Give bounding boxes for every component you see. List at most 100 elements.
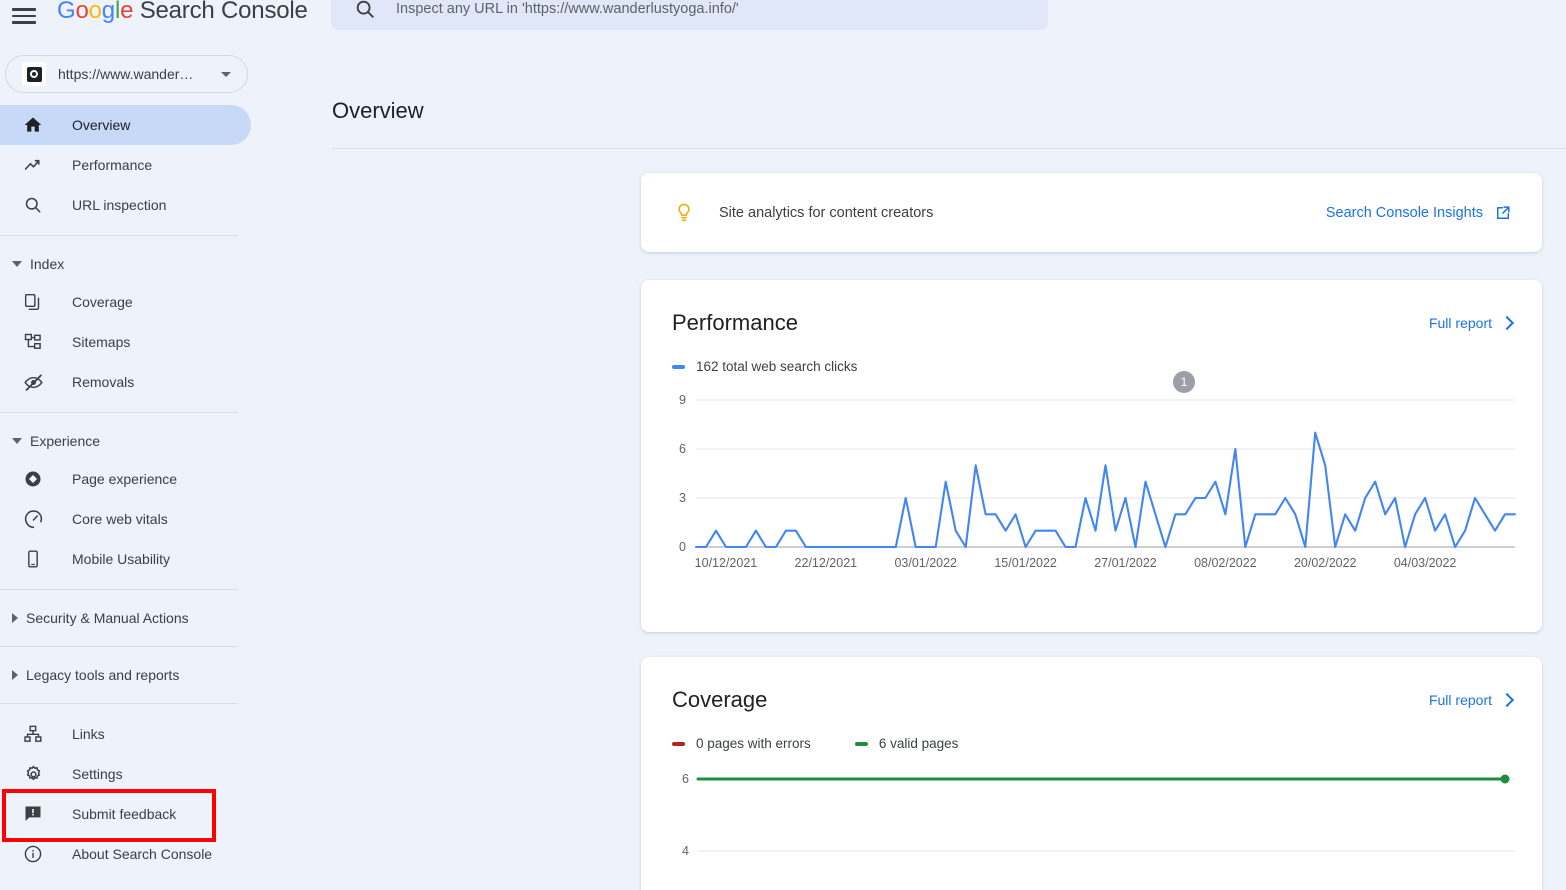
coverage-legend: 0 pages with errors 6 valid pages: [672, 736, 1512, 751]
chevron-right-icon: [12, 670, 18, 680]
performance-chart-svg: 9 6 3 0: [679, 393, 1517, 554]
pages-copy-icon: [22, 291, 44, 313]
legend-item-errors[interactable]: 0 pages with errors: [672, 736, 811, 751]
x-tick-label: 10/12/2021: [694, 556, 758, 570]
svg-text:6: 6: [682, 772, 689, 786]
open-in-new-icon: [1497, 205, 1510, 219]
speedometer-icon: [22, 508, 44, 530]
sidebar-item-overview[interactable]: Overview: [0, 105, 251, 145]
sidebar-item-label: Overview: [72, 117, 131, 133]
performance-full-report-link[interactable]: Full report: [1428, 310, 1515, 331]
legend-swatch: [854, 741, 868, 746]
card-title: Coverage: [672, 687, 768, 712]
chevron-right-icon: [12, 613, 18, 623]
sidebar-divider: [0, 646, 238, 647]
search-console-insights-link[interactable]: Search Console Insights: [1326, 204, 1512, 222]
sidebar-item-coverage[interactable]: Coverage: [0, 282, 251, 322]
sidebar-item-removals[interactable]: Removals: [0, 362, 251, 402]
mobile-phone-icon: [22, 548, 44, 570]
links-icon: [22, 723, 44, 745]
sidebar-item-label: Settings: [72, 766, 123, 782]
legend-label: 0 pages with errors: [696, 736, 811, 751]
sidebar-group-experience[interactable]: Experience: [0, 423, 321, 459]
sidebar-item-label: Removals: [72, 374, 135, 390]
title-divider: [332, 148, 1566, 149]
main-content: Overview Site analytics for content crea…: [321, 44, 1566, 890]
legend-item-valid[interactable]: 6 valid pages: [854, 736, 958, 751]
logo-letter-o2: o: [88, 0, 102, 24]
page-experience-icon: [22, 468, 44, 490]
sidebar-item-label: Coverage: [72, 294, 133, 310]
app-body: https://www.wander… Overview Performance: [0, 44, 1566, 890]
top-bar: Google Search Console: [0, 0, 1566, 44]
lightbulb-icon: [673, 202, 695, 224]
sidebar-group-security-manual-actions[interactable]: Security & Manual Actions: [0, 600, 321, 636]
sidebar-divider: [0, 412, 238, 413]
x-tick-label: 22/12/2021: [794, 556, 858, 570]
x-tick-label: 15/01/2022: [994, 556, 1057, 570]
coverage-full-report-link[interactable]: Full report: [1428, 687, 1515, 708]
feedback-icon: [22, 803, 44, 825]
sidebar-item-core-web-vitals[interactable]: Core web vitals: [0, 499, 251, 539]
sidebar-divider: [0, 589, 238, 590]
nav-primary: Overview Performance URL inspection: [0, 105, 321, 225]
svg-text:4: 4: [682, 844, 689, 858]
sidebar-group-label: Experience: [30, 433, 101, 449]
url-inspection-search-bar[interactable]: [331, 0, 1048, 30]
sidebar-group-label: Security & Manual Actions: [26, 610, 189, 626]
full-report-label: Full report: [1428, 315, 1492, 331]
performance-card: Performance Full report 162 total web se…: [641, 280, 1542, 632]
performance-card-header: Performance Full report: [672, 310, 1515, 336]
sidebar-item-mobile-usability[interactable]: Mobile Usability: [0, 539, 251, 579]
sidebar-divider: [0, 703, 238, 704]
x-tick-label: 08/02/2022: [1194, 556, 1257, 570]
sidebar-item-label: URL inspection: [72, 197, 167, 213]
google-search-console-logo: Google Search Console: [57, 0, 308, 26]
coverage-chart-svg: 64: [682, 772, 1515, 858]
sidebar-item-submit-feedback[interactable]: Submit feedback: [0, 794, 251, 834]
sidebar-item-page-experience[interactable]: Page experience: [0, 459, 251, 499]
property-label: https://www.wander…: [58, 66, 194, 82]
chevron-down-icon: [221, 71, 231, 77]
trending-up-icon: [22, 154, 44, 176]
chevron-right-icon: [1499, 692, 1515, 708]
sidebar-item-label: Core web vitals: [72, 511, 168, 527]
search-input[interactable]: [394, 0, 1032, 18]
legend-item-clicks[interactable]: 162 total web search clicks: [672, 359, 857, 374]
sidebar-item-label: About Search Console: [72, 846, 213, 862]
sidebar-group-legacy-tools[interactable]: Legacy tools and reports: [0, 657, 321, 693]
performance-x-axis-labels: 10/12/2021 22/12/2021 03/01/2022 15/01/2022…: [672, 556, 1512, 578]
sitemap-icon: [22, 331, 44, 353]
x-tick-label: 27/01/2022: [1094, 556, 1157, 570]
cards-column: Site analytics for content creators Sear…: [321, 149, 1566, 890]
sidebar-item-sitemaps[interactable]: Sitemaps: [0, 322, 251, 362]
sidebar-item-performance[interactable]: Performance: [0, 145, 251, 185]
chart-annotation-marker[interactable]: 1: [1173, 371, 1195, 393]
x-tick-label: 20/02/2022: [1293, 556, 1357, 570]
legend-swatch: [672, 741, 685, 746]
logo-letter-g2: g: [101, 0, 115, 24]
sidebar-item-url-inspection[interactable]: URL inspection: [0, 185, 251, 225]
legend-swatch: [672, 364, 685, 369]
performance-legend: 162 total web search clicks: [672, 359, 1512, 374]
sidebar-group-index[interactable]: Index: [0, 246, 321, 282]
search-console-insights-banner: Site analytics for content creators Sear…: [641, 173, 1542, 252]
property-selector[interactable]: https://www.wander…: [5, 55, 248, 93]
coverage-card-header: Coverage Full report: [672, 687, 1515, 713]
sidebar-item-label: Submit feedback: [72, 806, 177, 822]
legend-label: 162 total web search clicks: [696, 359, 858, 374]
sidebar-item-links[interactable]: Links: [0, 714, 251, 754]
sidebar-item-settings[interactable]: Settings: [0, 754, 251, 794]
sidebar-item-about-search-console[interactable]: About Search Console: [0, 834, 251, 874]
insights-banner-text: Site analytics for content creators: [719, 204, 934, 221]
hamburger-icon[interactable]: [12, 4, 36, 28]
sidebar-item-label: Sitemaps: [72, 334, 131, 350]
product-name: Search Console: [133, 0, 308, 24]
svg-text:3: 3: [679, 491, 686, 505]
logo-letter-g1: G: [57, 0, 76, 24]
full-report-label: Full report: [1428, 692, 1492, 708]
sidebar: https://www.wander… Overview Performance: [0, 44, 321, 890]
gear-icon: [22, 763, 44, 785]
logo-letter-o1: o: [75, 0, 89, 24]
